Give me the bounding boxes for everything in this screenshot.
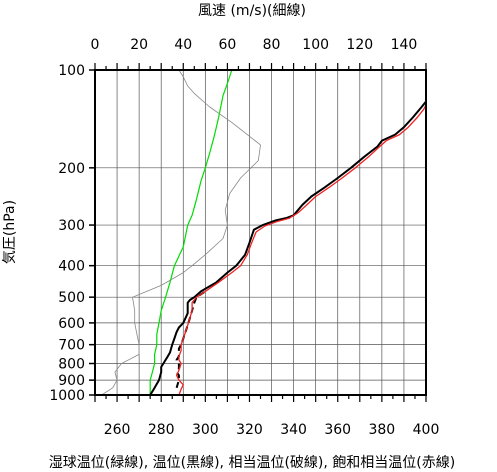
x-top-tick-label: 80 <box>263 37 281 53</box>
series-wind-line <box>101 69 261 396</box>
y-tick-label: 300 <box>58 218 85 234</box>
x-top-tick-label: 100 <box>302 37 329 53</box>
series-wet_bulb-line <box>149 69 233 395</box>
y-tick-label: 900 <box>58 373 85 389</box>
x-top-tick-label: 0 <box>91 37 100 53</box>
x-bottom-tick-label: 300 <box>192 422 219 438</box>
x-bottom-tick-label: 280 <box>148 422 175 438</box>
y-tick-label: 800 <box>58 357 85 373</box>
series-potential-line <box>149 100 427 396</box>
series-layer <box>101 69 427 396</box>
x-bottom-tick-label: 340 <box>280 422 307 438</box>
grid <box>95 69 426 396</box>
y-tick-label: 400 <box>58 259 85 275</box>
y-tick-label: 500 <box>58 290 85 306</box>
chart-top-title: 風速 (m/s)(細線) <box>198 3 306 19</box>
x-top-tick-label: 40 <box>174 37 192 53</box>
x-bottom-tick-label: 380 <box>368 422 395 438</box>
x-bottom-tick-label: 320 <box>236 422 263 438</box>
x-top-tick-label: 60 <box>218 37 236 53</box>
x-bottom-tick-label: 400 <box>413 422 440 438</box>
plot-frame <box>94 69 427 396</box>
x-top-tick-label: 120 <box>346 37 373 53</box>
series-saturated-line <box>175 104 427 396</box>
x-bottom-tick-label: 260 <box>104 422 131 438</box>
y-tick-label: 600 <box>58 316 85 332</box>
y-tick-label: 700 <box>58 338 85 354</box>
y-axis-label: 気圧(hPa) <box>2 200 18 264</box>
x-top-tick-label: 140 <box>391 37 418 53</box>
bottom-axis: 260 280 300 320 340 360 380 400 <box>94 395 440 438</box>
top-axis: 0 20 40 60 80 100 120 140 <box>91 37 427 70</box>
x-bottom-tick-label: 360 <box>324 422 351 438</box>
x-top-tick-label: 20 <box>130 37 148 53</box>
series-equivalent-line <box>175 290 206 389</box>
bottom-caption: 湿球温位(緑線), 温位(黒線), 相当温位(破線), 飽和相当温位(赤線) <box>49 454 455 471</box>
y-tick-label: 200 <box>58 161 85 177</box>
y-tick-label: 1000 <box>49 388 85 404</box>
y-tick-label: 100 <box>58 63 85 79</box>
